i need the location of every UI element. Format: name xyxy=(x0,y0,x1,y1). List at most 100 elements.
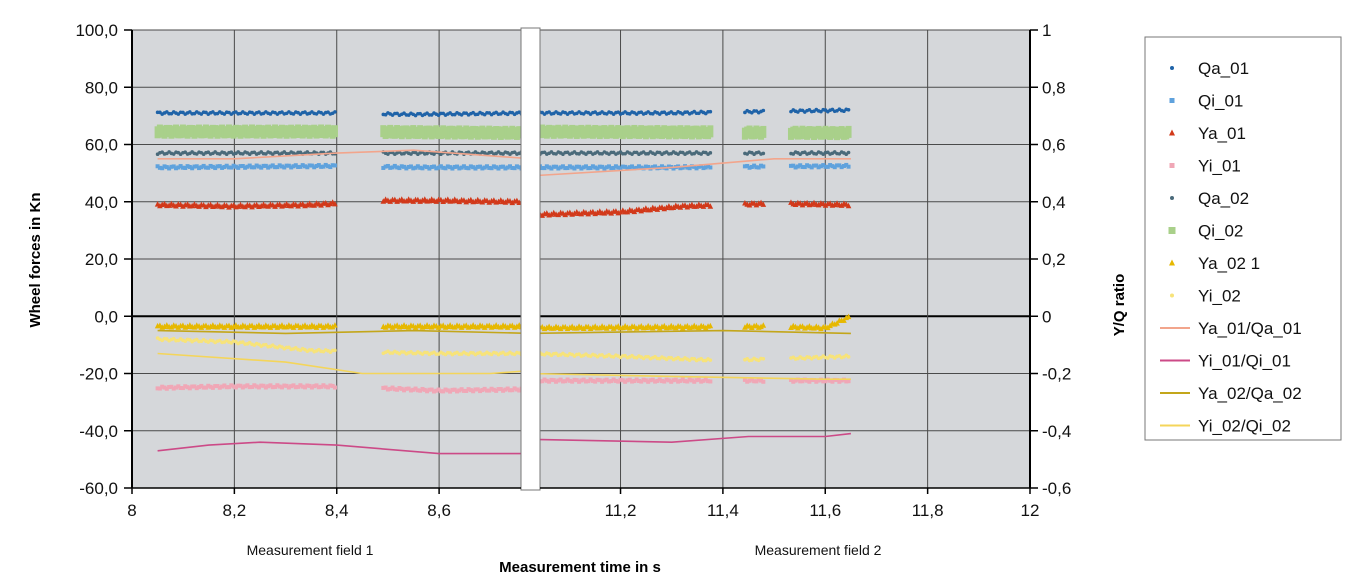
point xyxy=(267,324,274,330)
left-tick-label: 100,0 xyxy=(75,21,118,40)
point xyxy=(397,166,402,171)
point xyxy=(696,164,701,169)
legend-item: Ya_02 1 xyxy=(1169,254,1260,273)
point xyxy=(402,388,407,393)
point xyxy=(549,166,554,171)
point xyxy=(261,383,266,388)
point xyxy=(692,164,697,169)
point xyxy=(841,317,847,323)
point xyxy=(623,379,628,384)
point xyxy=(607,379,612,384)
point xyxy=(623,164,628,169)
point xyxy=(332,163,337,168)
point xyxy=(279,385,284,390)
point xyxy=(617,208,624,215)
legend-label: Qa_01 xyxy=(1198,59,1249,78)
point xyxy=(845,202,852,209)
point xyxy=(611,377,616,382)
field-label-2: Measurement field 2 xyxy=(755,542,882,558)
point xyxy=(504,324,511,330)
point xyxy=(634,377,639,382)
point xyxy=(703,165,708,170)
point xyxy=(498,164,503,169)
point xyxy=(648,378,653,383)
point xyxy=(240,385,245,390)
point xyxy=(438,164,443,169)
point xyxy=(666,324,672,330)
point xyxy=(832,165,837,170)
point xyxy=(618,377,623,382)
point xyxy=(180,165,185,170)
right-tick-label: -0,2 xyxy=(1042,365,1071,384)
point xyxy=(298,164,303,169)
point xyxy=(742,377,747,382)
legend-swatch xyxy=(1170,293,1174,298)
point xyxy=(574,378,579,383)
point xyxy=(295,202,301,209)
legend-item: Qi_01 xyxy=(1169,92,1243,111)
point xyxy=(632,379,637,384)
legend: Qa_01 Qi_01 Ya_01 Yi_01 Qa_02 Qi_02 Ya_02 1 Yi_… xyxy=(1144,36,1342,441)
point xyxy=(646,164,651,169)
point xyxy=(457,166,462,171)
point xyxy=(247,385,252,390)
point xyxy=(316,385,321,390)
point xyxy=(501,164,506,169)
point xyxy=(164,165,169,170)
point xyxy=(659,164,664,169)
point xyxy=(706,379,711,384)
series-layer xyxy=(154,107,852,455)
point xyxy=(828,378,833,383)
point xyxy=(593,379,598,384)
point xyxy=(694,378,699,383)
legend-item: Yi_02/Qi_02 xyxy=(1160,417,1291,436)
point xyxy=(201,163,206,168)
point xyxy=(831,201,838,208)
point xyxy=(291,164,296,169)
point xyxy=(441,165,446,170)
point xyxy=(567,378,572,383)
x-tick-label: 11,2 xyxy=(605,501,637,520)
left-tick-label: 0,0 xyxy=(94,307,118,326)
point xyxy=(312,165,317,170)
point xyxy=(643,378,648,383)
point xyxy=(565,377,570,382)
point xyxy=(683,379,688,384)
point xyxy=(616,165,621,170)
point xyxy=(749,377,754,382)
point xyxy=(426,197,433,204)
point xyxy=(155,386,160,391)
point xyxy=(473,166,478,171)
point xyxy=(498,387,503,392)
point xyxy=(258,202,265,209)
point xyxy=(788,324,794,331)
point xyxy=(805,378,810,383)
point xyxy=(199,165,204,170)
point xyxy=(837,379,842,384)
point xyxy=(563,166,568,171)
point xyxy=(560,379,565,384)
point xyxy=(636,379,641,384)
point xyxy=(425,389,430,394)
point xyxy=(309,385,314,390)
legend-label: Yi_02/Qi_02 xyxy=(1198,417,1291,436)
point xyxy=(197,385,202,390)
point xyxy=(542,377,547,382)
field-label-1: Measurement field 1 xyxy=(247,542,374,558)
point xyxy=(411,387,416,392)
point xyxy=(201,385,206,390)
series-line xyxy=(157,149,532,160)
point xyxy=(650,165,655,170)
legend-swatch xyxy=(1169,98,1175,103)
point xyxy=(625,166,630,171)
point xyxy=(643,164,648,169)
point xyxy=(646,379,651,384)
point xyxy=(187,386,192,391)
point xyxy=(669,379,674,384)
point xyxy=(383,164,388,169)
series-yi-02 xyxy=(155,336,851,363)
point xyxy=(321,383,326,388)
point xyxy=(602,166,607,171)
point xyxy=(551,164,556,169)
point xyxy=(800,164,805,169)
